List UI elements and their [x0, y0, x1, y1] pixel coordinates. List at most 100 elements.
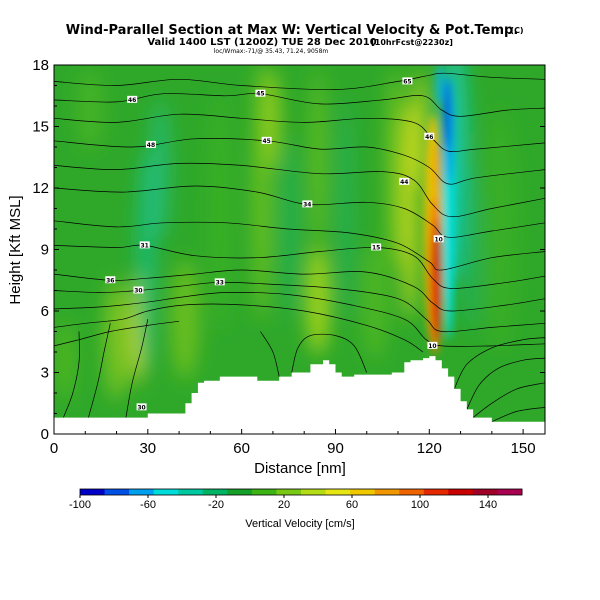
colorbar-swatch: [374, 489, 400, 495]
theta-contour-line: [54, 113, 545, 153]
contour-label-text: 45: [262, 138, 270, 145]
colorbar-swatch: [104, 489, 130, 495]
contour-label-bg: [424, 132, 435, 140]
y-tick-label: 18: [32, 57, 49, 74]
chart-subtitle: Valid 1400 LST (1200Z) TUE 28 Dec 2010: [147, 37, 376, 48]
theta-contour-line: [125, 319, 149, 418]
contour-label: 65: [402, 77, 413, 85]
contour-label: 34: [302, 200, 313, 208]
updraft-core: [434, 220, 440, 280]
colorbar-swatch: [80, 489, 105, 495]
colorbar-tick-label: 20: [278, 499, 290, 511]
downdraft-core: [436, 65, 444, 105]
colorbar-swatch: [251, 489, 277, 495]
colorbar-tick-label: 140: [479, 499, 497, 511]
colorbar-swatch: [276, 489, 302, 495]
colorbar-swatch: [472, 489, 498, 495]
updraft-band: [307, 245, 329, 355]
theta-contour-line: [453, 337, 545, 390]
y-tick-label: 12: [32, 180, 49, 197]
colorbar-swatch: [301, 489, 326, 495]
contour-label: 44: [399, 177, 410, 186]
colorbar-frame: [79, 488, 523, 496]
theta-contour-line: [88, 323, 111, 418]
contour-label-text: 46: [128, 97, 136, 104]
contour-label-text: 34: [303, 201, 311, 208]
contour-label: 10: [433, 235, 444, 243]
colorbar-tick-label: -20: [208, 499, 224, 511]
contour-label: 30: [133, 286, 144, 295]
contour-label: 48: [145, 140, 156, 149]
colorbar-label: Vertical Velocity [cm/s]: [245, 518, 354, 530]
contour-label: 36: [105, 276, 116, 284]
colorbar-swatch: [423, 489, 449, 495]
colorbar-tick-label: -100: [69, 499, 91, 511]
contour-label-bg: [427, 341, 438, 349]
contour-label: 46: [127, 95, 138, 104]
contour-label-bg: [133, 286, 144, 294]
theta-contour-line: [54, 185, 545, 238]
updraft-band: [55, 320, 75, 400]
contour-labels: 46 45 48 45 65 46 44 34 31 15 36 30 33 10 10 30: [105, 77, 444, 411]
x-axis: 0 30 60 90 120 150: [50, 429, 536, 457]
contour-label-bg: [255, 89, 266, 97]
theta-contour-line: [466, 357, 545, 410]
contour-label-bg: [302, 200, 313, 208]
y-tick-label: 3: [41, 365, 49, 382]
contour-label-bg: [145, 140, 156, 148]
colorbar-swatch: [202, 489, 228, 495]
contour-label: 45: [255, 89, 266, 98]
contour-label-text: 30: [137, 404, 145, 411]
contour-label: 46: [424, 132, 435, 141]
chart-subtitle-extra: [10hrFcst@2230z]: [371, 38, 453, 47]
y-axis-label: Height [Kft MSL]: [7, 195, 24, 304]
contour-label-bg: [136, 403, 147, 411]
colorbar-swatch: [497, 489, 523, 495]
colorbar-swatch: [178, 489, 204, 495]
theta-contour-line: [54, 138, 545, 185]
contour-label-text: 65: [403, 78, 411, 85]
y-tick-label: 9: [41, 242, 49, 259]
contour-label-text: 46: [425, 134, 433, 141]
updraft-band: [208, 90, 232, 330]
theta-contour-line: [54, 220, 545, 271]
x-axis-label: Distance [nm]: [254, 460, 346, 477]
updraft-band: [361, 240, 389, 360]
theta-contour-line: [260, 331, 280, 377]
velocity-field-core: [424, 65, 455, 355]
updraft-band: [171, 260, 199, 380]
downdraft-band: [337, 100, 353, 320]
colorbar-swatch: [325, 489, 351, 495]
downdraft-band: [280, 140, 300, 320]
colorbar: -100 -60 -20 20 60 100 140: [69, 488, 523, 511]
contour-label-bg: [139, 241, 150, 249]
updraft-band: [76, 70, 104, 150]
updraft-band: [104, 280, 128, 400]
contour-label: 30: [136, 403, 147, 411]
updraft-core: [433, 140, 441, 200]
contour-label: 15: [371, 243, 382, 251]
contour-label-bg: [402, 77, 413, 85]
theta-contour-line: [54, 269, 545, 312]
contour-label-text: 10: [434, 236, 442, 243]
colorbar-swatch: [129, 489, 155, 495]
contour-label: 10: [427, 341, 438, 350]
title-copyright-mark: (C): [510, 26, 523, 35]
contour-label-bg: [214, 278, 225, 286]
colorbar-swatch: [350, 489, 376, 495]
chart-title: Wind-Parallel Section at Max W: Vertical…: [66, 23, 519, 38]
y-tick-label: 6: [41, 303, 49, 320]
contour-label-bg: [399, 177, 410, 185]
contour-label-bg: [371, 243, 382, 251]
colorbar-swatch: [448, 489, 474, 495]
x-tick-label: 60: [233, 440, 250, 457]
contour-label-text: 45: [256, 91, 264, 98]
x-tick-label: 150: [511, 440, 536, 457]
contour-label-bg: [433, 235, 444, 243]
theta-contour-line: [472, 382, 545, 418]
colorbar-swatch: [227, 489, 253, 495]
theta-contour-line: [54, 292, 545, 347]
theta-contour-line: [54, 320, 180, 347]
contour-label-text: 33: [216, 279, 224, 286]
